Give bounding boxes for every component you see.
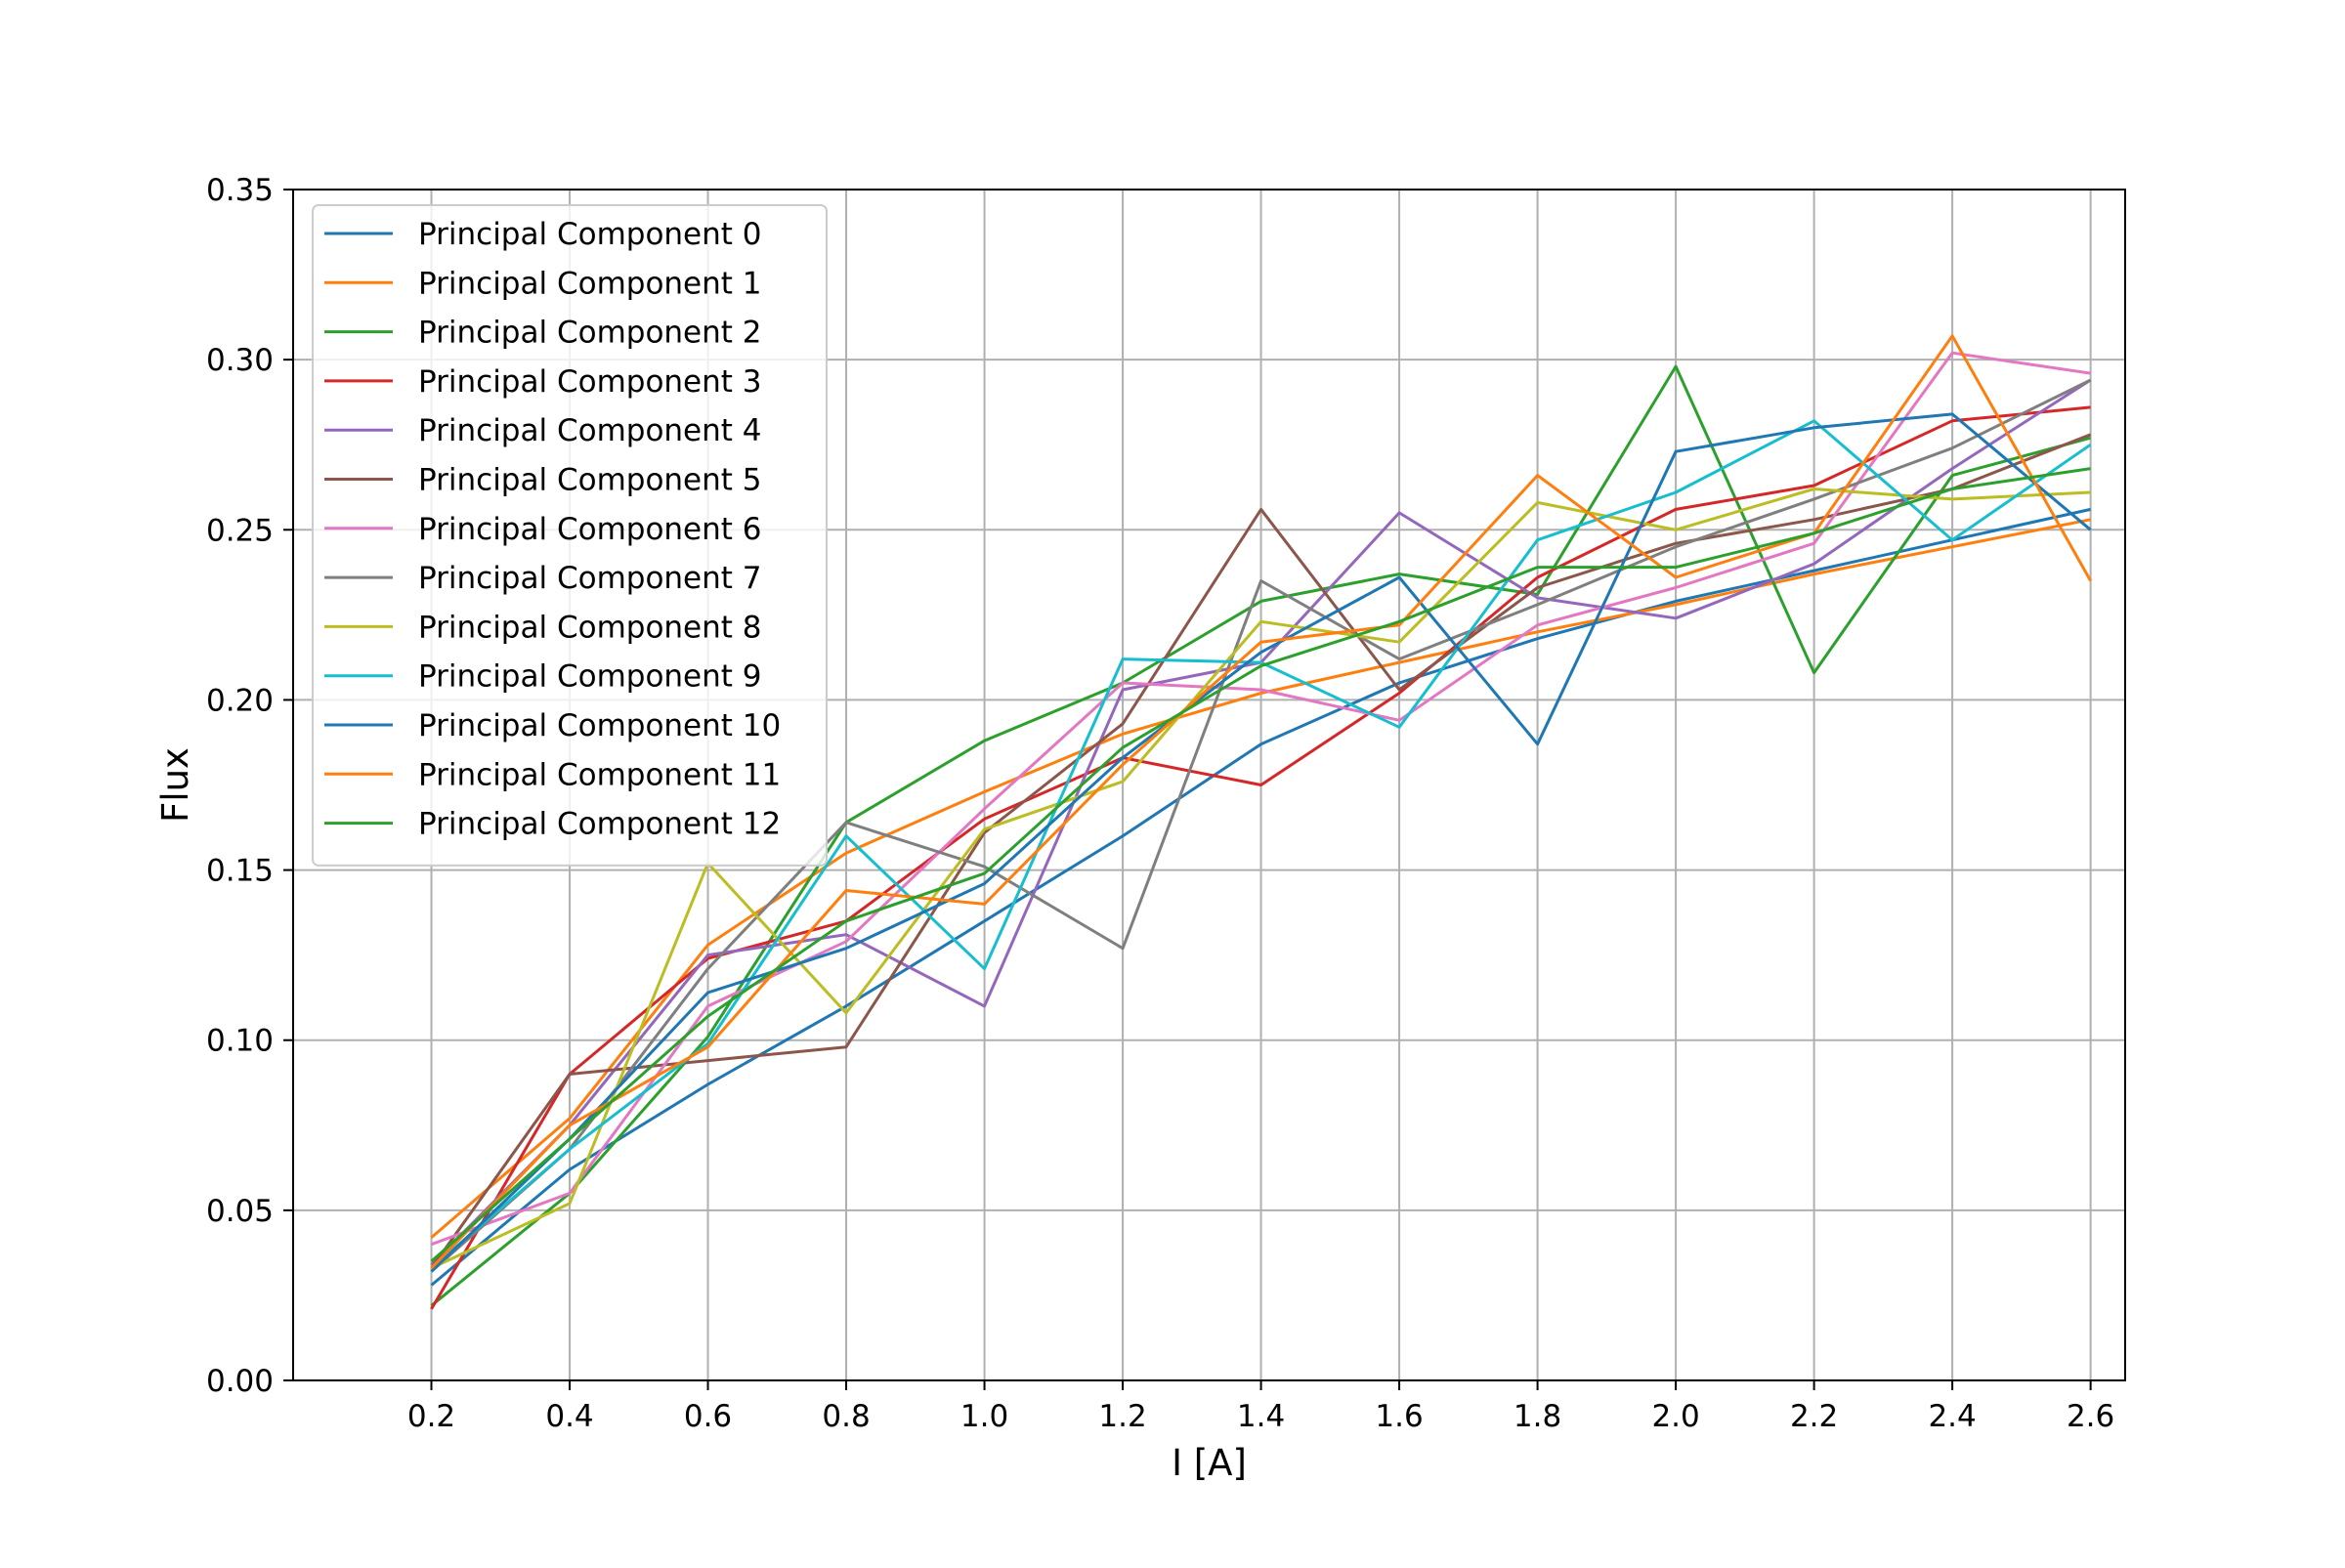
x-tick-label: 1.4	[1237, 1399, 1285, 1434]
y-tick-label: 0.05	[206, 1194, 274, 1229]
x-tick-label: 0.6	[684, 1399, 732, 1434]
x-tick-label: 2.6	[2067, 1399, 2114, 1434]
legend-entry-label: Principal Component 7	[418, 561, 762, 596]
series-line-5	[430, 433, 2092, 1269]
x-axis-label: I [A]	[1172, 1442, 1247, 1484]
legend-entry-label: Principal Component 0	[418, 217, 762, 252]
y-tick-label: 0.20	[206, 683, 274, 718]
series-line-2	[430, 364, 2091, 1307]
y-tick-label: 0.25	[206, 513, 274, 548]
legend-entry-label: Principal Component 1	[418, 266, 762, 301]
x-tick-label: 2.2	[1790, 1399, 1838, 1434]
y-tick-label: 0.15	[206, 854, 274, 889]
x-tick-label: 2.0	[1651, 1399, 1699, 1434]
legend-entry-label: Principal Component 5	[418, 463, 762, 498]
series-line-10	[430, 412, 2092, 1273]
legend-entry-label: Principal Component 8	[418, 610, 762, 645]
series-line-12	[430, 467, 2091, 1263]
x-tick-label: 1.2	[1098, 1399, 1146, 1434]
plot-area-frame	[292, 189, 2126, 1381]
x-tick-label: 0.2	[407, 1399, 455, 1434]
legend-entry-label: Principal Component 10	[418, 708, 781, 743]
legend-box	[312, 204, 828, 867]
legend-entry-label: Principal Component 3	[418, 364, 762, 400]
x-tick-label: 1.8	[1514, 1399, 1561, 1434]
x-tick-label: 0.4	[545, 1399, 593, 1434]
series-lines	[430, 334, 2092, 1310]
series-line-7	[430, 378, 2092, 1273]
x-tick-label: 1.0	[960, 1399, 1008, 1434]
y-tick-label: 0.00	[206, 1364, 274, 1399]
y-axis-label: Flux	[154, 747, 196, 823]
series-line-3	[430, 405, 2091, 1310]
y-tick-label: 0.35	[206, 173, 274, 208]
legend-entry-label: Principal Component 12	[418, 807, 781, 842]
series-line-6	[430, 351, 2091, 1247]
x-tick-label: 0.8	[822, 1399, 870, 1434]
legend-entry-label: Principal Component 11	[418, 757, 781, 792]
y-tick-label: 0.30	[206, 343, 274, 378]
legend-entry-label: Principal Component 6	[418, 512, 762, 547]
x-tick-label: 2.4	[1928, 1399, 1976, 1434]
legend-entry-label: Principal Component 4	[418, 413, 762, 448]
legend-entry-label: Principal Component 9	[418, 659, 762, 695]
y-tick-label: 0.10	[206, 1024, 274, 1059]
axis-ticks: 0.2 0.4 0.6 0.8 1.0 1.2 1.4 1.6 1.8 2.0 2.2 2.4 2.6 0…	[206, 173, 2114, 1434]
series-line-9	[430, 419, 2092, 1270]
x-tick-label: 1.6	[1375, 1399, 1423, 1434]
legend-entry-label: Principal Component 2	[418, 316, 762, 351]
series-line-0	[430, 507, 2091, 1287]
legend: Principal Component 0 Principal Component…	[312, 204, 828, 867]
series-line-1	[430, 518, 2091, 1239]
